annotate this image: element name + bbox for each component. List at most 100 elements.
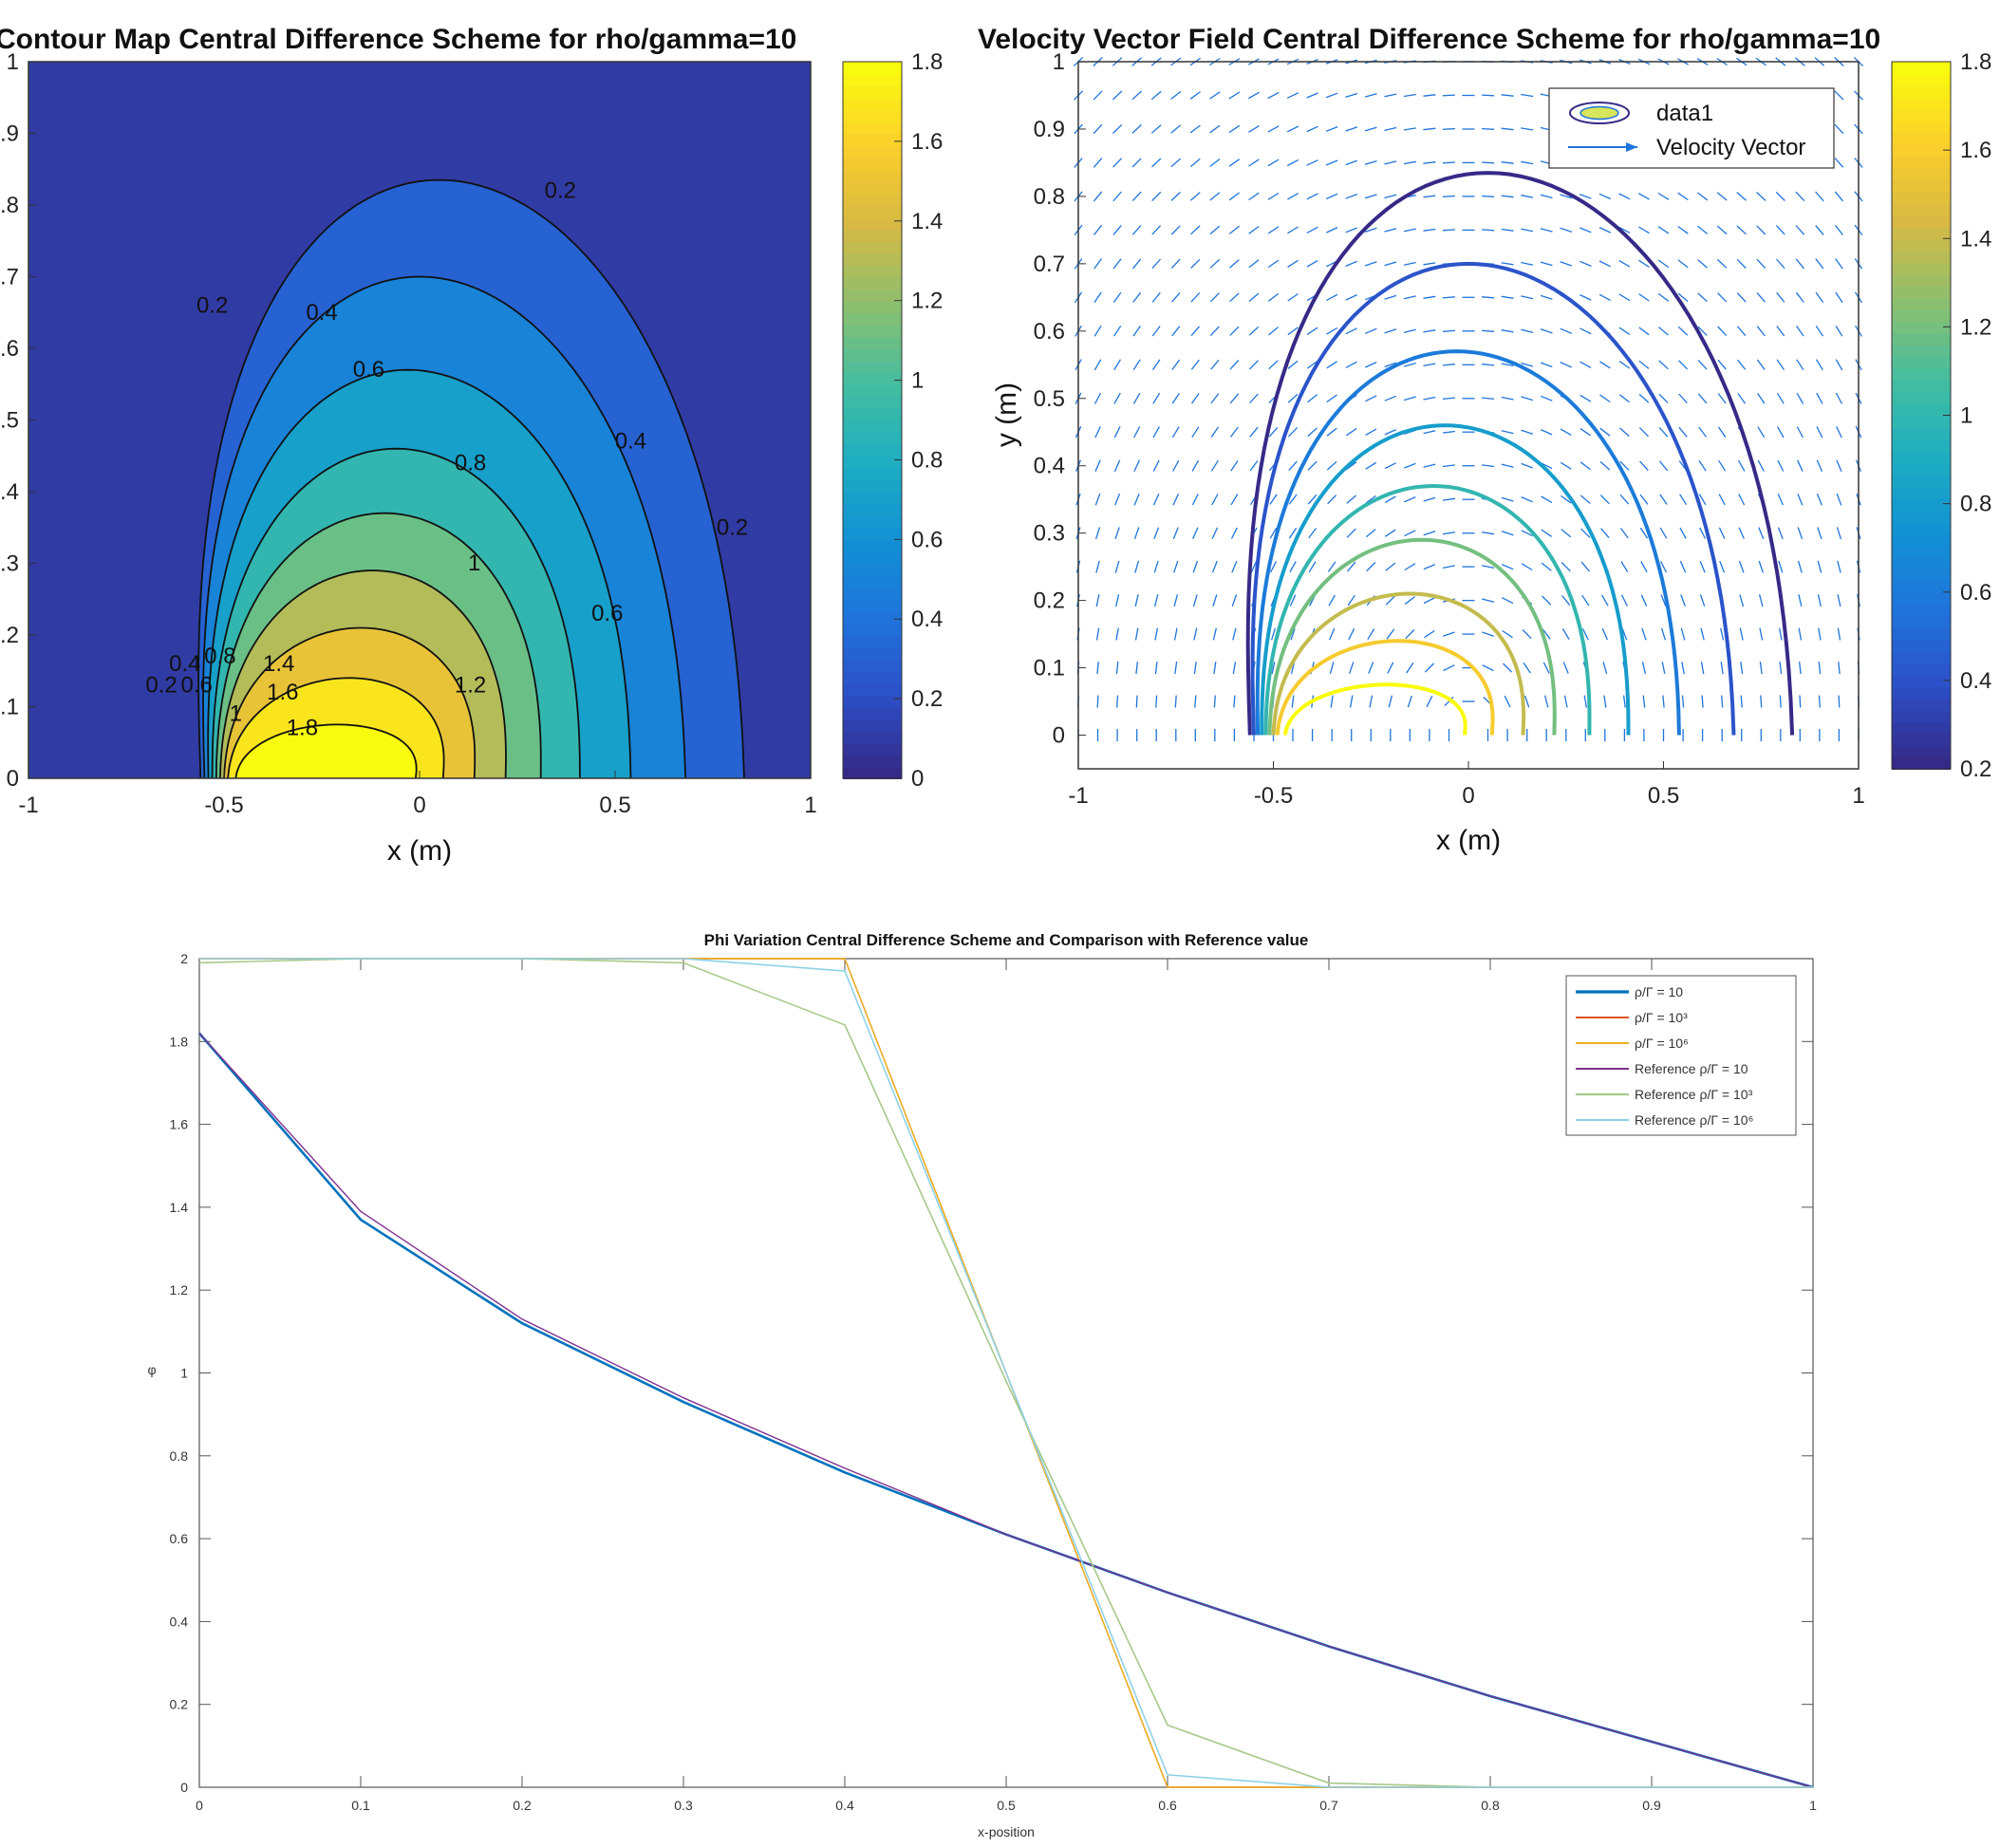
y-tick-label: 1.2 bbox=[170, 1282, 189, 1297]
velocity-field-colorbar: 0.2 0.4 0.6 0.8 1 1.2 1.4 1.6 1.8 bbox=[1891, 49, 1991, 782]
velocity-arrow bbox=[1482, 296, 1495, 299]
contour-level-label: 1 bbox=[468, 551, 480, 576]
velocity-arrow bbox=[1797, 560, 1803, 573]
velocity-arrow bbox=[1403, 328, 1416, 334]
velocity-arrow bbox=[1700, 627, 1705, 641]
velocity-arrow bbox=[1386, 628, 1395, 640]
velocity-arrow bbox=[1213, 695, 1216, 708]
velocity-arrow bbox=[1212, 627, 1217, 641]
velocity-arrow bbox=[1834, 191, 1844, 202]
velocity-arrow bbox=[1540, 328, 1553, 334]
velocity-arrow bbox=[1598, 193, 1612, 200]
velocity-arrow bbox=[1151, 258, 1161, 270]
velocity-field-title: Velocity Vector Field Central Difference… bbox=[978, 24, 1880, 55]
phi-variation-xlabel: x-position bbox=[978, 1824, 1035, 1839]
velocity-arrow bbox=[1384, 495, 1396, 503]
velocity-arrow bbox=[1642, 695, 1646, 708]
velocity-arrow bbox=[1248, 159, 1260, 167]
velocity-arrow bbox=[1540, 395, 1553, 401]
velocity-arrow bbox=[1677, 192, 1689, 201]
velocity-arrow bbox=[1501, 94, 1514, 97]
velocity-arrow bbox=[1482, 464, 1495, 468]
velocity-arrow bbox=[1096, 662, 1099, 675]
velocity-arrow bbox=[1679, 560, 1687, 573]
velocity-arrow bbox=[1171, 291, 1181, 303]
velocity-arrow bbox=[1113, 392, 1121, 404]
velocity-arrow bbox=[1797, 459, 1804, 472]
velocity-arrow bbox=[1404, 496, 1416, 503]
velocity-arrow bbox=[1658, 393, 1669, 403]
velocity-arrow bbox=[1388, 695, 1393, 708]
velocity-arrow bbox=[1622, 695, 1626, 708]
velocity-arrow bbox=[1172, 527, 1179, 539]
velocity-arrow bbox=[1271, 662, 1276, 675]
velocity-arrow bbox=[1638, 226, 1650, 234]
velocity-arrow bbox=[1193, 627, 1198, 641]
velocity-arrow bbox=[1717, 359, 1727, 370]
velocity-arrow bbox=[1540, 362, 1553, 368]
velocity-arrow bbox=[1133, 493, 1140, 506]
velocity-arrow bbox=[1345, 126, 1358, 132]
velocity-arrow bbox=[1345, 294, 1357, 301]
velocity-arrow bbox=[1837, 560, 1841, 573]
velocity-arrow bbox=[1229, 326, 1240, 336]
velocity-arrow bbox=[1620, 594, 1628, 607]
velocity-arrow bbox=[1170, 158, 1182, 168]
velocity-arrow bbox=[1423, 363, 1436, 367]
x-tick-label: 0 bbox=[413, 793, 425, 818]
velocity-arrow bbox=[1327, 495, 1337, 505]
velocity-arrow bbox=[1699, 594, 1706, 607]
velocity-arrow bbox=[1720, 627, 1725, 641]
velocity-arrow bbox=[1325, 193, 1338, 200]
velocity-arrow bbox=[1579, 193, 1592, 199]
velocity-arrow bbox=[1423, 329, 1436, 333]
velocity-arrow bbox=[1503, 663, 1513, 673]
velocity-arrow bbox=[1598, 293, 1611, 301]
velocity-arrow bbox=[1190, 258, 1201, 269]
velocity-arrow bbox=[1403, 228, 1416, 233]
legend-entry-label: Reference ρ/Γ = 10³ bbox=[1635, 1087, 1753, 1102]
velocity-arrow bbox=[1717, 393, 1727, 404]
velocity-arrow bbox=[1619, 528, 1629, 539]
velocity-arrow bbox=[1540, 194, 1553, 199]
velocity-arrow bbox=[1387, 662, 1394, 674]
contour-level-label: 1.6 bbox=[267, 680, 298, 705]
y-tick-label: 1.8 bbox=[170, 1034, 189, 1049]
velocity-arrow bbox=[1501, 195, 1514, 198]
colorbar-tick-label: 0.2 bbox=[1960, 756, 1991, 782]
colorbar-tick-label: 1.4 bbox=[1960, 226, 1991, 252]
velocity-arrow bbox=[1680, 627, 1686, 641]
velocity-arrow bbox=[1132, 392, 1141, 404]
velocity-arrow bbox=[1093, 258, 1102, 270]
velocity-arrow bbox=[1406, 662, 1414, 674]
velocity-arrow bbox=[1542, 662, 1550, 674]
velocity-arrow bbox=[1112, 258, 1122, 270]
velocity-arrow bbox=[1560, 261, 1573, 267]
velocity-arrow bbox=[1501, 262, 1514, 266]
velocity-field-legend: data1 Velocity Vector bbox=[1548, 87, 1835, 169]
velocity-arrow bbox=[1521, 396, 1534, 401]
velocity-arrow bbox=[1231, 560, 1238, 573]
velocity-arrow bbox=[1776, 359, 1785, 370]
velocity-arrow bbox=[1521, 462, 1533, 469]
x-tick-label: 1 bbox=[804, 793, 816, 818]
velocity-arrow bbox=[1172, 494, 1180, 506]
velocity-arrow bbox=[1093, 291, 1102, 304]
y-tick-label: .8 bbox=[0, 193, 19, 218]
velocity-arrow bbox=[1561, 529, 1572, 538]
velocity-arrow bbox=[1248, 125, 1260, 133]
velocity-arrow bbox=[1153, 493, 1160, 506]
velocity-arrow bbox=[1133, 459, 1140, 472]
velocity-arrow bbox=[1638, 360, 1650, 369]
velocity-arrow bbox=[1366, 562, 1376, 572]
velocity-arrow bbox=[1641, 662, 1647, 675]
velocity-arrow bbox=[1501, 463, 1514, 468]
velocity-arrow bbox=[1776, 326, 1785, 337]
velocity-arrow bbox=[1563, 695, 1568, 708]
velocity-arrow bbox=[1112, 123, 1123, 134]
velocity-arrow bbox=[1618, 360, 1631, 369]
y-tick-label: 1 bbox=[7, 49, 19, 75]
velocity-arrow bbox=[1618, 327, 1631, 335]
velocity-arrow bbox=[1700, 662, 1705, 675]
colorbar-tick-label: 1.6 bbox=[911, 129, 943, 155]
